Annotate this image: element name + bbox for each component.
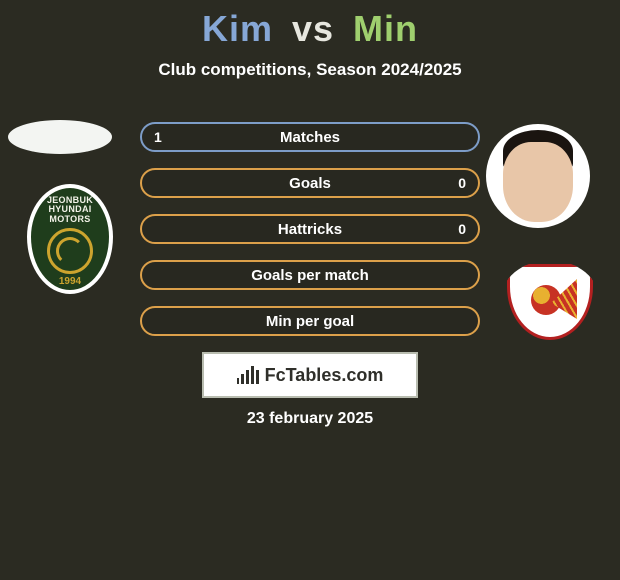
crest2-shield	[507, 264, 593, 340]
stat-row: Min per goal	[140, 306, 480, 336]
vs-text: vs	[292, 8, 334, 49]
brand-bar	[246, 370, 249, 384]
brand-badge: FcTables.com	[202, 352, 418, 398]
stat-row: Goals 0	[140, 168, 480, 198]
crest2-phoenix-icon	[523, 279, 577, 325]
brand-bar	[237, 378, 240, 384]
brand-bars-icon	[237, 366, 259, 384]
stat-label: Hattricks	[278, 221, 342, 238]
brand-bar	[241, 374, 244, 384]
stat-row: Hattricks 0	[140, 214, 480, 244]
brand-text: FcTables.com	[265, 365, 384, 386]
stat-left-value: 1	[154, 129, 162, 145]
subtitle: Club competitions, Season 2024/2025	[0, 60, 620, 80]
brand-bar	[256, 370, 259, 384]
stats-container: 1 Matches Goals 0 Hattricks 0 Goals per match M…	[140, 122, 480, 352]
brand-bar	[251, 366, 254, 384]
player1-club-crest: JEONBUK HYUNDAI MOTORS 1994	[20, 178, 120, 300]
player2-club-crest	[500, 260, 600, 344]
stat-label: Goals per match	[251, 267, 369, 284]
comparison-title: Kim vs Min	[0, 0, 620, 50]
crest1-badge: JEONBUK HYUNDAI MOTORS 1994	[27, 184, 113, 294]
stat-label: Goals	[289, 175, 331, 192]
date-text: 23 february 2025	[0, 410, 620, 428]
stat-label: Matches	[280, 129, 340, 146]
stat-row: 1 Matches	[140, 122, 480, 152]
stat-right-value: 0	[458, 221, 466, 237]
crest1-text-line2: HYUNDAI MOTORS	[31, 205, 109, 224]
crest1-swirl-icon	[47, 228, 93, 274]
stat-row: Goals per match	[140, 260, 480, 290]
stat-right-value: 0	[458, 175, 466, 191]
player2-avatar	[486, 124, 590, 228]
player1-avatar	[8, 120, 112, 154]
player1-name: Kim	[202, 8, 273, 49]
player2-name: Min	[353, 8, 418, 49]
avatar-face	[503, 142, 573, 222]
crest1-year: 1994	[59, 276, 81, 287]
stat-label: Min per goal	[266, 313, 354, 330]
